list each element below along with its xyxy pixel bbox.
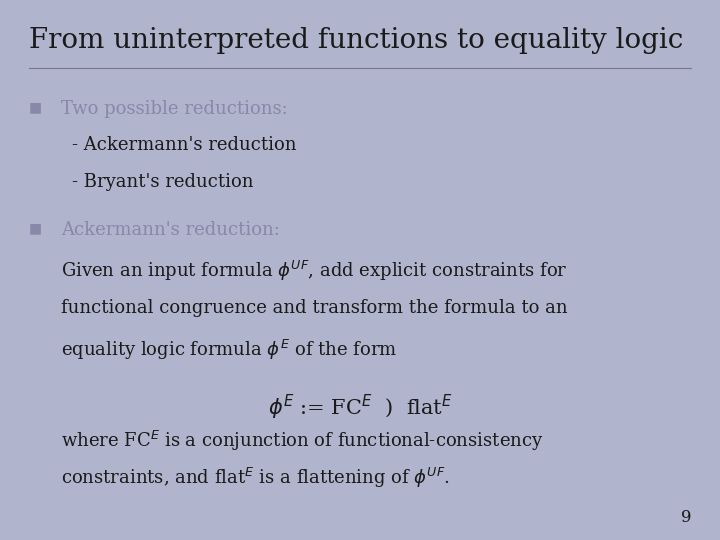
Text: Two possible reductions:: Two possible reductions: xyxy=(61,100,288,118)
Text: ■: ■ xyxy=(29,100,42,114)
Text: equality logic formula $\phi^{E}$ of the form: equality logic formula $\phi^{E}$ of the… xyxy=(61,338,397,362)
Text: functional congruence and transform the formula to an: functional congruence and transform the … xyxy=(61,299,568,316)
Text: - Ackermann's reduction: - Ackermann's reduction xyxy=(72,136,297,154)
Text: constraints, and flat$^{E}$ is a flattening of $\phi^{UF}$.: constraints, and flat$^{E}$ is a flatten… xyxy=(61,465,450,490)
Text: Ackermann's reduction:: Ackermann's reduction: xyxy=(61,221,280,239)
Text: where FC$^{E}$ is a conjunction of functional-consistency: where FC$^{E}$ is a conjunction of funct… xyxy=(61,429,544,454)
Text: From uninterpreted functions to equality logic: From uninterpreted functions to equality… xyxy=(29,27,683,54)
Text: $\phi^{E}$ := FC$^{E}$  )  flat$^{E}$: $\phi^{E}$ := FC$^{E}$ ) flat$^{E}$ xyxy=(268,393,452,422)
Text: Given an input formula $\phi^{UF}$, add explicit constraints for: Given an input formula $\phi^{UF}$, add … xyxy=(61,259,567,284)
Text: - Bryant's reduction: - Bryant's reduction xyxy=(72,173,253,191)
Text: 9: 9 xyxy=(680,510,691,526)
Text: ■: ■ xyxy=(29,221,42,235)
